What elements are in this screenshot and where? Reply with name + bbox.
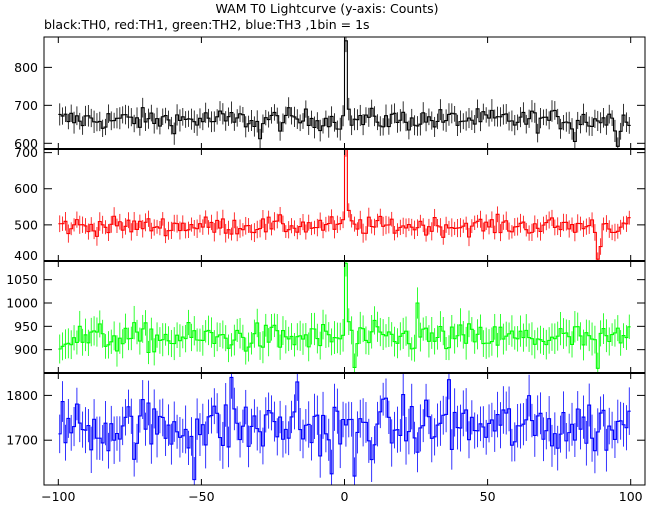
panel-th1: 400 500 600 700	[14, 145, 646, 263]
x-axis: −100 −50 0 50 100	[41, 489, 643, 504]
x-tick-label: −50	[188, 489, 214, 504]
chart-legend-text: black:TH0, red:TH1, green:TH2, blue:TH3 …	[44, 17, 370, 32]
x-tick-label: 100	[619, 489, 643, 504]
y-tick-label: 800	[14, 60, 38, 75]
series-th1	[58, 149, 631, 261]
series-th0	[58, 37, 631, 149]
series-line	[58, 149, 631, 260]
y-tick-label: 600	[14, 181, 38, 196]
x-tick-label: −100	[41, 489, 75, 504]
x-tick-label: 0	[341, 489, 349, 504]
series-line	[58, 376, 631, 481]
panel-th2: 900 950 1000 1050	[6, 260, 646, 374]
x-tick-label: 50	[480, 489, 496, 504]
y-tick-label: 900	[14, 342, 38, 357]
y-tick-label: 700	[14, 98, 38, 113]
y-tick-label: 1800	[6, 388, 38, 403]
y-tick-label: 950	[14, 319, 38, 334]
chart-title: WAM T0 Lightcurve (y-axis: Counts)	[215, 1, 438, 16]
y-tick-label: 500	[14, 217, 38, 232]
y-tick-label: 400	[14, 248, 38, 263]
series-th3	[58, 373, 631, 485]
y-tick-label: 1000	[6, 296, 38, 311]
y-tick-label: 700	[14, 145, 38, 160]
y-tick-label: 600	[14, 136, 38, 151]
series-line	[58, 262, 631, 369]
panel-th3: 1700 1800	[6, 372, 646, 486]
y-tick-label: 1050	[6, 272, 38, 287]
panel-th0: 600 700 800	[14, 36, 646, 151]
series-th2	[58, 261, 631, 373]
panels-layer: 6007008004005006007009009501000105017001…	[6, 36, 646, 486]
y-tick-label: 1700	[6, 433, 38, 448]
series-line	[58, 40, 631, 147]
